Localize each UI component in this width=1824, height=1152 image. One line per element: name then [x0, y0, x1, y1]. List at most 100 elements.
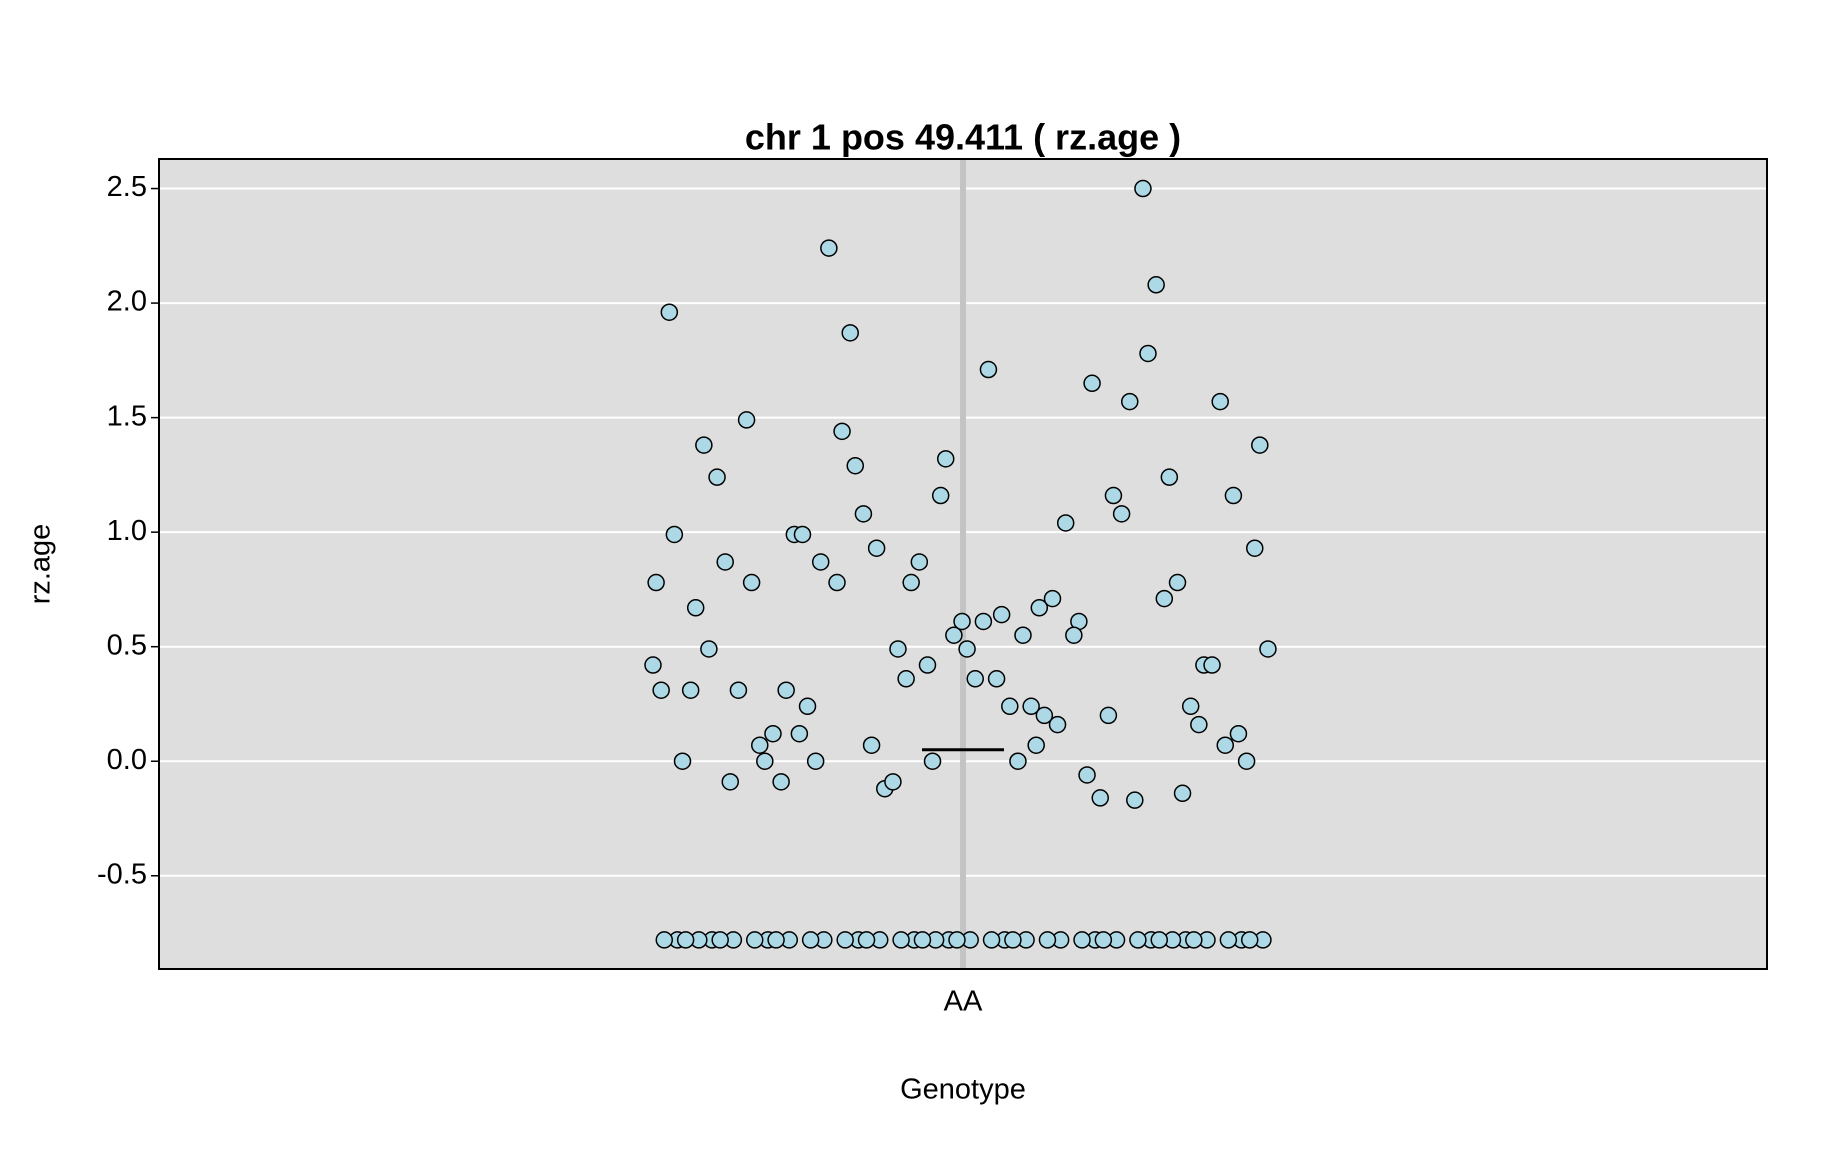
point — [884, 773, 902, 791]
point — [1056, 514, 1075, 532]
y-tick-label: 0.5 — [107, 629, 147, 661]
point — [1134, 179, 1152, 198]
point — [737, 411, 756, 429]
point — [1065, 626, 1083, 644]
point — [974, 612, 993, 631]
point — [1083, 374, 1101, 393]
point — [745, 931, 764, 949]
point — [1099, 706, 1118, 725]
point — [910, 553, 929, 571]
point — [711, 931, 729, 949]
y-tick-label: 1.5 — [107, 400, 147, 432]
point — [1078, 766, 1096, 784]
point — [742, 573, 761, 592]
point — [1139, 344, 1157, 363]
point — [700, 640, 718, 658]
point — [1229, 724, 1248, 743]
point — [1030, 599, 1049, 617]
point — [721, 773, 740, 791]
point — [892, 931, 910, 949]
point — [836, 931, 854, 949]
point — [953, 612, 971, 631]
point — [1094, 931, 1113, 949]
point — [1022, 697, 1040, 716]
point — [897, 670, 915, 688]
point — [1009, 752, 1027, 770]
chart-title: chr 1 pos 49.411 ( rz.age ) — [745, 117, 1181, 158]
point — [793, 525, 812, 544]
point — [992, 605, 1011, 624]
point — [1126, 791, 1144, 809]
point — [1043, 589, 1062, 608]
point — [923, 752, 942, 770]
point — [1185, 931, 1203, 949]
point — [798, 697, 817, 716]
point — [846, 456, 865, 475]
point — [1251, 436, 1269, 454]
point — [801, 931, 820, 949]
point — [1211, 392, 1229, 411]
point — [1004, 931, 1022, 949]
point — [902, 573, 920, 592]
point — [1073, 931, 1091, 949]
point — [1121, 392, 1139, 411]
point — [1091, 789, 1109, 807]
point — [1035, 706, 1054, 725]
y-tick-label: -0.5 — [97, 858, 147, 890]
point — [764, 724, 782, 743]
point — [665, 525, 684, 544]
point — [708, 468, 726, 486]
point — [647, 573, 665, 592]
y-tick-label: 0.0 — [107, 744, 147, 776]
point — [918, 656, 937, 674]
point — [966, 670, 984, 688]
point — [729, 681, 748, 699]
x-axis-label: Genotype — [900, 1074, 1026, 1106]
point — [982, 931, 1001, 949]
point — [987, 670, 1006, 688]
point — [1240, 931, 1259, 949]
point — [1216, 736, 1235, 754]
point — [828, 573, 846, 592]
point — [777, 681, 795, 699]
point — [1104, 486, 1123, 505]
point — [1224, 486, 1243, 505]
point — [889, 640, 907, 658]
point — [767, 931, 785, 949]
point — [1001, 697, 1019, 716]
point — [948, 931, 966, 949]
point — [1246, 539, 1264, 557]
point — [1203, 656, 1221, 674]
point — [862, 736, 881, 754]
y-axis-label: rz.age — [25, 524, 57, 605]
point — [979, 360, 998, 379]
point — [945, 626, 963, 644]
point — [1219, 931, 1238, 949]
point — [1048, 715, 1067, 734]
point — [854, 505, 873, 523]
point — [1112, 505, 1131, 523]
point — [1038, 931, 1057, 949]
point — [1129, 931, 1147, 949]
point — [811, 553, 830, 571]
point — [1147, 276, 1165, 294]
point — [1259, 640, 1277, 658]
point — [1190, 715, 1208, 734]
x-tick-label: AA — [944, 986, 983, 1018]
point — [772, 773, 790, 791]
point — [1150, 931, 1169, 949]
point — [790, 724, 809, 743]
point — [931, 486, 950, 505]
point — [820, 239, 838, 257]
point — [673, 752, 692, 770]
point — [644, 656, 662, 674]
point — [833, 422, 851, 441]
point — [1173, 784, 1192, 803]
point — [857, 931, 876, 949]
y-tick-label: 2.0 — [107, 286, 147, 318]
point — [867, 539, 886, 557]
point — [913, 931, 932, 949]
point — [841, 324, 859, 342]
point — [1237, 752, 1256, 770]
